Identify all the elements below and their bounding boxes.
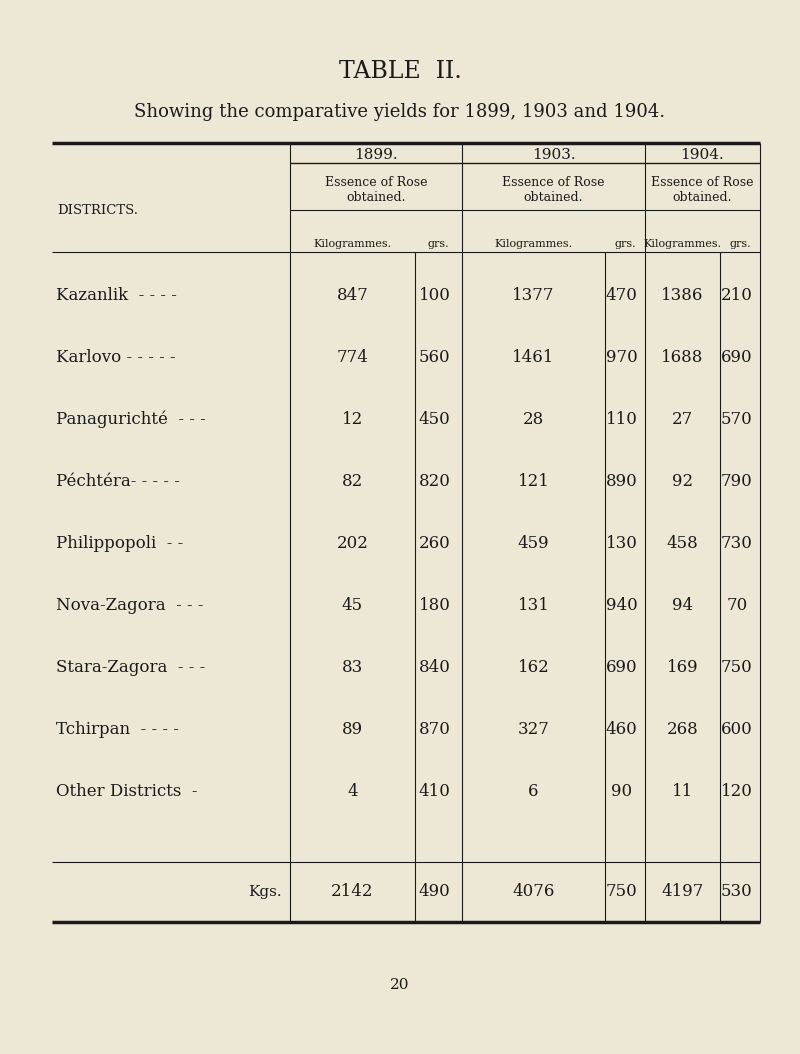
Text: Péchtéra- - - - -: Péchtéra- - - - - <box>56 472 180 489</box>
Text: 6: 6 <box>528 782 538 800</box>
Text: 600: 600 <box>721 721 753 738</box>
Text: Tchirpan  - - - -: Tchirpan - - - - <box>56 721 179 738</box>
Text: 90: 90 <box>611 782 632 800</box>
Text: 169: 169 <box>666 659 698 676</box>
Text: grs.: grs. <box>729 239 751 249</box>
Text: 459: 459 <box>518 534 550 551</box>
Text: 730: 730 <box>721 534 753 551</box>
Text: 790: 790 <box>721 472 753 489</box>
Text: 750: 750 <box>606 883 638 900</box>
Text: 570: 570 <box>721 410 753 428</box>
Text: Nova-Zagora  - - -: Nova-Zagora - - - <box>56 597 203 613</box>
Text: 327: 327 <box>518 721 550 738</box>
Text: DISTRICTS.: DISTRICTS. <box>57 203 138 216</box>
Text: 458: 458 <box>666 534 698 551</box>
Text: 100: 100 <box>419 287 450 304</box>
Text: Other Districts  -: Other Districts - <box>56 782 198 800</box>
Text: 260: 260 <box>419 534 450 551</box>
Text: 470: 470 <box>606 287 638 304</box>
Text: 847: 847 <box>337 287 369 304</box>
Text: grs.: grs. <box>428 239 450 249</box>
Text: 530: 530 <box>721 883 753 900</box>
Text: 162: 162 <box>518 659 550 676</box>
Text: 12: 12 <box>342 410 363 428</box>
Text: 94: 94 <box>672 597 693 613</box>
Text: TABLE  II.: TABLE II. <box>338 60 462 83</box>
Text: Essence of Rose
obtained.: Essence of Rose obtained. <box>651 176 754 204</box>
Text: 202: 202 <box>337 534 369 551</box>
Text: 1904.: 1904. <box>681 148 724 162</box>
Text: 120: 120 <box>721 782 753 800</box>
Text: 750: 750 <box>721 659 753 676</box>
Text: 840: 840 <box>419 659 450 676</box>
Text: Kilogrammes.: Kilogrammes. <box>314 239 391 249</box>
Text: 2142: 2142 <box>331 883 374 900</box>
Text: Showing the comparative yields for 1899, 1903 and 1904.: Showing the comparative yields for 1899,… <box>134 103 666 121</box>
Text: 27: 27 <box>672 410 693 428</box>
Text: 92: 92 <box>672 472 693 489</box>
Text: Kgs.: Kgs. <box>248 885 282 899</box>
Text: 11: 11 <box>672 782 693 800</box>
Text: 4: 4 <box>347 782 358 800</box>
Text: grs.: grs. <box>614 239 636 249</box>
Text: Panagurichté  - - -: Panagurichté - - - <box>56 410 206 428</box>
Text: 4076: 4076 <box>512 883 554 900</box>
Text: Essence of Rose
obtained.: Essence of Rose obtained. <box>502 176 605 204</box>
Text: 130: 130 <box>606 534 638 551</box>
Text: 180: 180 <box>419 597 450 613</box>
Text: Stara-Zagora  - - -: Stara-Zagora - - - <box>56 659 206 676</box>
Text: 4197: 4197 <box>662 883 704 900</box>
Text: Essence of Rose
obtained.: Essence of Rose obtained. <box>325 176 427 204</box>
Text: 1386: 1386 <box>662 287 704 304</box>
Text: 70: 70 <box>726 597 747 613</box>
Text: Karlovo - - - - -: Karlovo - - - - - <box>56 349 176 366</box>
Text: 1899.: 1899. <box>354 148 398 162</box>
Text: 1377: 1377 <box>512 287 554 304</box>
Text: 131: 131 <box>518 597 550 613</box>
Text: 890: 890 <box>606 472 638 489</box>
Text: 83: 83 <box>342 659 363 676</box>
Text: 210: 210 <box>721 287 753 304</box>
Text: 774: 774 <box>337 349 369 366</box>
Text: 410: 410 <box>419 782 450 800</box>
Text: 820: 820 <box>419 472 450 489</box>
Text: 460: 460 <box>606 721 638 738</box>
Text: 110: 110 <box>606 410 638 428</box>
Text: 82: 82 <box>342 472 363 489</box>
Text: Philippopoli  - -: Philippopoli - - <box>56 534 183 551</box>
Text: 1903.: 1903. <box>532 148 575 162</box>
Text: 89: 89 <box>342 721 363 738</box>
Text: 690: 690 <box>721 349 753 366</box>
Text: 28: 28 <box>523 410 544 428</box>
Text: 45: 45 <box>342 597 363 613</box>
Text: 1688: 1688 <box>662 349 704 366</box>
Text: Kazanlik  - - - -: Kazanlik - - - - <box>56 287 177 304</box>
Text: 970: 970 <box>606 349 638 366</box>
Text: 450: 450 <box>419 410 450 428</box>
Text: 20: 20 <box>390 978 410 992</box>
Text: 870: 870 <box>419 721 450 738</box>
Text: 1461: 1461 <box>512 349 554 366</box>
Text: Kilogrammes.: Kilogrammes. <box>494 239 573 249</box>
Text: 940: 940 <box>606 597 638 613</box>
Text: 268: 268 <box>666 721 698 738</box>
Text: 560: 560 <box>419 349 450 366</box>
Text: 490: 490 <box>419 883 450 900</box>
Text: 690: 690 <box>606 659 638 676</box>
Text: Kilogrammes.: Kilogrammes. <box>643 239 722 249</box>
Text: 121: 121 <box>518 472 550 489</box>
